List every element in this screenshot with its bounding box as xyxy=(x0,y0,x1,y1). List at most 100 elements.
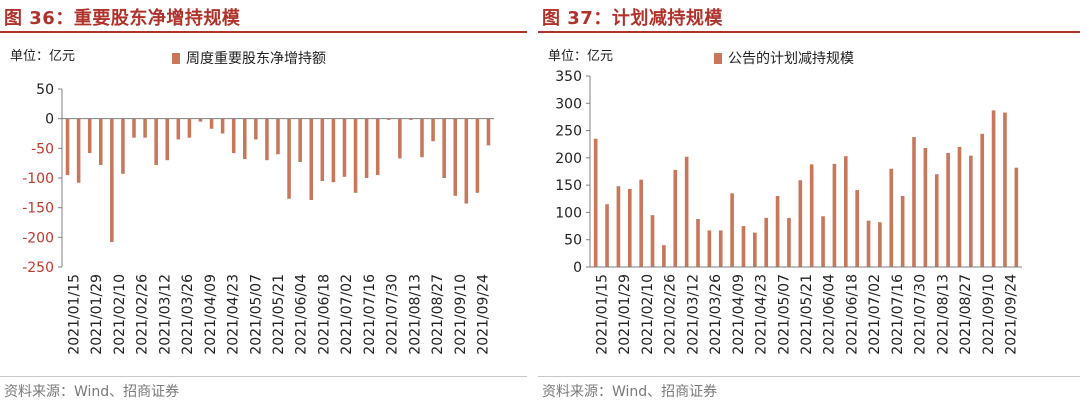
x-tick-label: 2021/06/18 xyxy=(316,274,332,355)
bar xyxy=(198,118,203,122)
x-tick-label: 2021/06/18 xyxy=(844,274,860,355)
bar xyxy=(110,118,114,243)
x-tick-label: 2021/03/26 xyxy=(180,274,196,355)
bar xyxy=(878,222,882,267)
y-tick-label: 300 xyxy=(555,96,582,112)
bar xyxy=(946,152,950,267)
bar xyxy=(923,148,928,267)
bar xyxy=(934,174,939,267)
y-tick-label: 350 xyxy=(555,69,582,85)
bar xyxy=(475,118,480,193)
bar xyxy=(431,118,435,142)
bar xyxy=(753,232,757,267)
x-tick-label: 2021/07/02 xyxy=(339,274,355,355)
x-tick-label: 2021/09/10 xyxy=(981,274,997,355)
bar xyxy=(798,180,803,267)
bar xyxy=(1003,112,1007,267)
x-tick-label: 2021/08/27 xyxy=(430,274,446,355)
x-tick-label: 2021/04/23 xyxy=(754,274,770,355)
y-tick-label: -100 xyxy=(22,171,54,187)
bar xyxy=(605,204,609,267)
bar xyxy=(398,118,402,159)
x-tick-label: 2021/06/04 xyxy=(294,274,310,355)
title-rule xyxy=(538,31,1080,33)
x-tick-label: 2021/07/02 xyxy=(867,274,883,355)
source-note: 资料来源：Wind、招商证券 xyxy=(542,384,718,400)
bar xyxy=(65,118,70,176)
x-tick-label: 2021/04/23 xyxy=(226,274,242,355)
y-tick-label: -200 xyxy=(22,230,54,246)
legend-swatch xyxy=(714,53,722,64)
title-rule xyxy=(0,31,527,33)
source-rule xyxy=(0,376,527,377)
bar xyxy=(453,118,458,196)
x-tick-label: 2021/07/30 xyxy=(913,274,929,355)
x-tick-label: 2021/05/21 xyxy=(799,274,815,355)
x-tick-label: 2021/03/12 xyxy=(685,274,701,355)
bar xyxy=(764,217,769,267)
x-tick-label: 2021/08/13 xyxy=(935,274,951,355)
x-tick-label: 2021/02/26 xyxy=(663,274,679,355)
x-tick-label: 2021/03/12 xyxy=(157,274,173,355)
bar xyxy=(616,186,621,267)
bar xyxy=(353,118,358,193)
bar xyxy=(342,118,347,177)
bar xyxy=(276,118,280,155)
chart-panel-right: 图 37：计划减持规模 单位：亿元 公告的计划减持规模 350 300 250 200 15… xyxy=(538,0,1080,403)
y-tick-label: 200 xyxy=(555,151,582,167)
x-tick-label: 2021/07/16 xyxy=(890,274,906,355)
x-tick-label: 2021/07/30 xyxy=(385,274,401,355)
y-tick-label: 0 xyxy=(573,260,582,276)
y-tick-label: 100 xyxy=(555,205,582,221)
x-tick-label: 2021/08/13 xyxy=(407,274,423,355)
bar xyxy=(843,156,848,267)
bar xyxy=(364,118,369,178)
bar xyxy=(386,118,391,120)
x-tick-label: 2021/02/10 xyxy=(640,274,656,355)
x-tick-label: 2021/09/24 xyxy=(476,274,492,355)
bar xyxy=(957,146,962,267)
y-tick-label: 150 xyxy=(555,178,582,194)
bar xyxy=(331,118,336,183)
bar xyxy=(143,118,147,138)
bar xyxy=(969,155,973,267)
bar xyxy=(220,118,225,134)
bar xyxy=(775,196,780,267)
x-tick-label: 2021/04/09 xyxy=(731,274,747,355)
bar xyxy=(650,215,655,267)
bar xyxy=(209,118,214,129)
bar-chart-right: 单位：亿元 公告的计划减持规模 350 300 250 200 150 100 50 0 2021/… xyxy=(548,49,1022,355)
y-tick-label: -250 xyxy=(22,260,54,276)
x-tick-label: 2021/08/27 xyxy=(958,274,974,355)
x-tick-label: 2021/05/07 xyxy=(248,274,264,355)
bar xyxy=(900,196,905,267)
bar xyxy=(730,193,734,267)
bar xyxy=(87,118,92,154)
bar xyxy=(673,169,678,267)
y-tick-label: 250 xyxy=(555,124,582,140)
y-tick-label: 50 xyxy=(36,82,54,98)
bar xyxy=(320,118,325,181)
bar xyxy=(866,220,871,267)
bar xyxy=(593,138,598,267)
chart-title: 图 36：重要股东净增持规模 xyxy=(4,8,241,29)
x-tick-label: 2021/01/29 xyxy=(617,274,633,355)
bar xyxy=(165,118,170,161)
bar xyxy=(855,190,859,267)
bar xyxy=(231,118,236,154)
bar xyxy=(662,245,666,267)
bar xyxy=(409,118,413,120)
bar xyxy=(787,217,791,267)
bar xyxy=(98,118,103,165)
bar xyxy=(821,216,825,267)
x-tick-label: 2021/04/09 xyxy=(203,274,219,355)
unit-label: 单位：亿元 xyxy=(548,49,613,64)
bar xyxy=(242,118,247,160)
bar xyxy=(912,137,916,267)
x-tick-label: 2021/01/15 xyxy=(66,274,82,355)
x-tick-label: 2021/02/26 xyxy=(135,274,151,355)
bar xyxy=(375,118,380,176)
bar xyxy=(1014,167,1019,267)
x-tick-label: 2021/02/10 xyxy=(112,274,128,355)
source-note: 资料来源：Wind、招商证券 xyxy=(4,384,180,400)
